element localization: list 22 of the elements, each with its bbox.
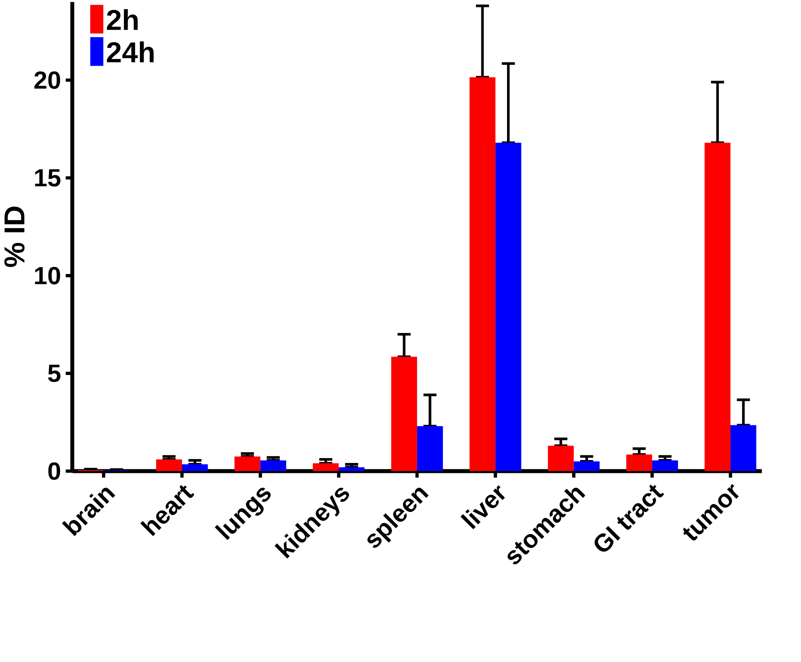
y-tick-label: 15	[35, 169, 60, 187]
bar	[260, 460, 286, 472]
bar	[495, 142, 522, 472]
bar	[338, 467, 365, 472]
bar	[417, 426, 443, 472]
legend-label: 24h	[106, 42, 154, 62]
bar	[391, 356, 418, 472]
bar	[730, 425, 756, 472]
y-tick-label: 5	[48, 364, 60, 382]
y-axis-title: % ID	[4, 206, 25, 268]
y-tick-label: 0	[48, 462, 60, 480]
bar	[470, 77, 496, 472]
legend-label: 2h	[106, 9, 138, 30]
bar	[548, 446, 574, 472]
bar	[234, 456, 260, 472]
y-tick-label: 20	[34, 72, 60, 90]
bar	[626, 454, 652, 472]
bar	[574, 461, 600, 472]
bar	[704, 142, 730, 472]
bar	[182, 464, 208, 472]
bar	[312, 463, 339, 472]
y-tick-label: 10	[35, 266, 60, 285]
